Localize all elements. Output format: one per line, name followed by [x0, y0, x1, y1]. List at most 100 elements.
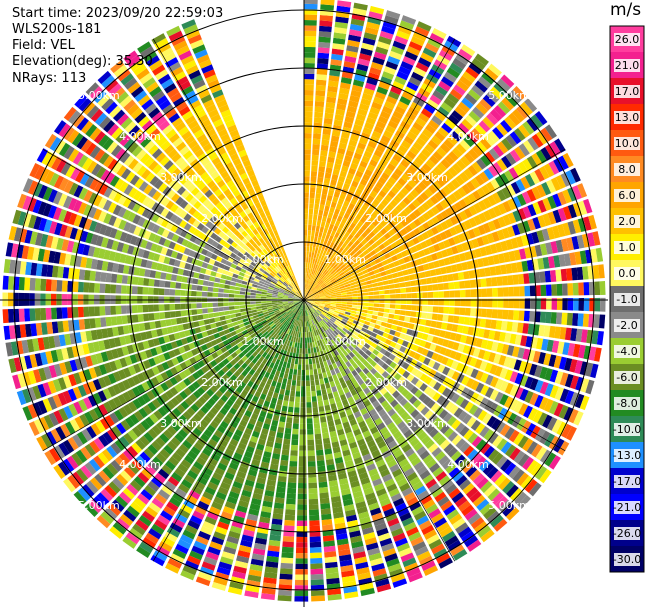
ray-gate — [393, 372, 402, 381]
ray-gate — [233, 515, 245, 524]
ray-gate — [192, 278, 199, 285]
ray-gate — [309, 192, 315, 199]
ray-gate — [489, 364, 498, 375]
ray-gate — [323, 309, 329, 313]
ray-gate — [502, 200, 512, 213]
ray-gate — [526, 189, 537, 202]
ray-gate — [349, 418, 358, 427]
ray-gate — [244, 590, 259, 599]
ray-gate — [319, 273, 324, 279]
ray-gate — [518, 143, 530, 157]
ray-gate — [251, 553, 265, 561]
ray-gate — [561, 312, 568, 325]
ray-gate — [429, 170, 439, 180]
ray-gate — [358, 349, 365, 356]
ray-gate — [422, 212, 431, 221]
ray-gate — [360, 256, 368, 262]
ray-gate — [170, 274, 178, 282]
ray-gate — [295, 336, 299, 343]
ray-gate — [304, 79, 315, 85]
ray-gate — [449, 404, 459, 415]
ray-gate — [474, 53, 489, 67]
ray-gate — [535, 149, 548, 164]
ray-gate — [330, 59, 343, 66]
ray-gate — [440, 221, 449, 231]
ray-gate — [406, 81, 419, 92]
ray-gate — [387, 229, 396, 237]
ray-gate — [453, 84, 466, 96]
ray-gate — [377, 493, 389, 502]
ray-gate — [263, 571, 278, 579]
ray-gate — [436, 275, 443, 283]
ray-gate — [272, 392, 279, 399]
ray-gate — [288, 329, 293, 336]
ray-gate — [345, 50, 358, 58]
ray-gate — [454, 224, 463, 234]
ray-gate — [203, 556, 218, 566]
ray-gate — [394, 75, 407, 86]
ray-gate — [328, 310, 334, 314]
ray-gate — [499, 424, 511, 437]
ray-gate — [381, 259, 389, 266]
ray-gate — [534, 168, 545, 182]
ray-gate — [240, 287, 246, 292]
ray-gate — [265, 440, 274, 448]
ray-gate — [283, 395, 290, 402]
ray-gate — [425, 42, 439, 54]
ray-gate — [307, 224, 312, 231]
ray-gate — [551, 225, 561, 239]
ray-gate — [312, 306, 318, 310]
ray-gate — [472, 494, 486, 507]
ray-gate — [271, 380, 277, 387]
ray-gate — [489, 389, 499, 401]
ray-gate — [455, 522, 469, 534]
ray-gate — [486, 298, 493, 308]
ray-gate — [463, 445, 475, 457]
ray-gate — [446, 181, 457, 192]
ray-gate — [368, 383, 376, 391]
ray-gate — [110, 284, 117, 294]
ray-gate — [311, 288, 316, 293]
ray-gate — [434, 110, 447, 122]
ray-gate — [485, 181, 496, 194]
ray-gate — [233, 565, 247, 574]
ray-gate — [357, 403, 366, 411]
ray-gate — [355, 433, 364, 442]
ray-gate — [484, 267, 491, 277]
ray-gate — [333, 32, 347, 40]
ray-gate — [400, 159, 410, 169]
ray-gate — [325, 167, 333, 174]
ray-gate — [487, 63, 502, 77]
ray-gate — [340, 290, 347, 294]
ray-gate — [283, 530, 295, 537]
ray-gate — [316, 187, 322, 194]
ray-gate — [285, 503, 296, 510]
ray-gate — [500, 459, 512, 472]
ray-gate — [364, 227, 372, 235]
ray-gate — [467, 326, 475, 336]
ray-gate — [527, 323, 535, 335]
ray-gate — [300, 407, 306, 414]
ray-gate — [382, 207, 391, 216]
ray-gate — [305, 364, 309, 370]
ray-gate — [333, 273, 339, 278]
ray-gate — [381, 502, 394, 512]
ray-gate — [381, 248, 389, 255]
ray-gate — [465, 366, 474, 377]
ray-gate — [413, 441, 424, 452]
ray-gate — [372, 253, 379, 260]
ray-gate — [562, 189, 572, 204]
ray-gate — [508, 89, 523, 104]
ray-gate — [304, 165, 311, 171]
ray-gate — [323, 177, 331, 185]
ray-gate — [211, 501, 223, 511]
ray-gate — [339, 170, 347, 178]
ray-gate — [430, 226, 439, 235]
ray-gate — [532, 410, 543, 424]
ray-gate — [406, 293, 412, 299]
ray-gate — [419, 469, 431, 480]
ray-gate — [510, 262, 518, 274]
ray-gate — [337, 472, 348, 480]
ray-gate — [384, 181, 394, 190]
ray-gate — [468, 270, 475, 279]
